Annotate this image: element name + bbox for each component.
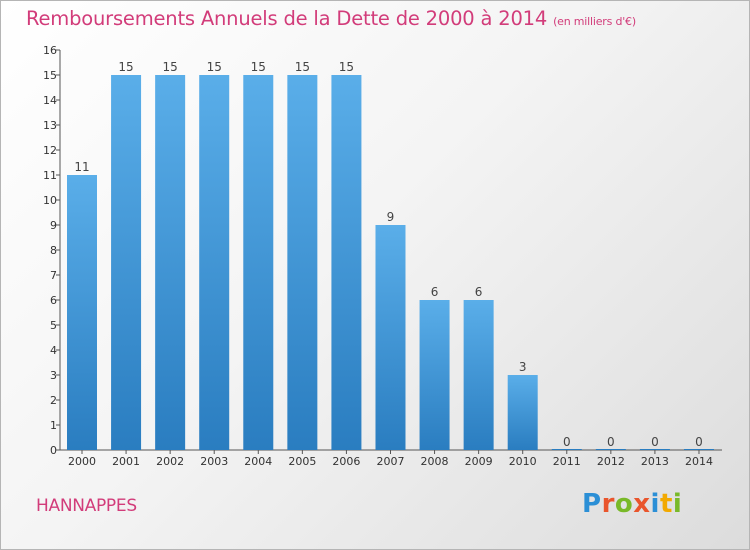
x-tick-label: 2008 — [421, 455, 449, 468]
y-tick-label: 5 — [50, 319, 57, 332]
bars-group — [67, 75, 714, 450]
x-tick-label: 2007 — [376, 455, 404, 468]
y-tick-label: 4 — [50, 344, 57, 357]
data-label: 15 — [251, 60, 266, 74]
y-tick-label: 9 — [50, 219, 57, 232]
y-tick-label: 7 — [50, 269, 57, 282]
x-tick-label: 2009 — [465, 455, 493, 468]
chart-title-text: Remboursements Annuels de la Dette de 20… — [26, 7, 548, 30]
bar — [683, 449, 714, 450]
x-tick-label: 2014 — [685, 455, 713, 468]
x-tick-label: 2005 — [288, 455, 316, 468]
y-tick-label: 3 — [50, 369, 57, 382]
data-label: 6 — [431, 285, 439, 299]
x-tick-label: 2012 — [597, 455, 625, 468]
logo-letter: o — [614, 489, 634, 519]
bar — [287, 75, 318, 450]
bar — [67, 175, 97, 450]
bar — [243, 75, 274, 450]
bar — [419, 300, 450, 450]
logo-letter: x — [633, 489, 651, 519]
y-tick-label: 14 — [43, 94, 57, 107]
logo-letter: r — [601, 489, 615, 519]
bar — [595, 449, 626, 450]
data-label: 15 — [207, 60, 222, 74]
y-tick-label: 2 — [50, 394, 57, 407]
y-tick-label: 1 — [50, 419, 57, 432]
bar — [375, 225, 406, 450]
data-label: 11 — [74, 160, 89, 174]
proxiti-logo: Proxiti — [582, 489, 682, 519]
bar — [463, 300, 494, 450]
chart-title: Remboursements Annuels de la Dette de 20… — [26, 7, 636, 30]
commune-name: HANNAPPES — [36, 496, 137, 516]
bar — [507, 375, 538, 450]
y-tick-label: 16 — [43, 44, 57, 57]
data-label: 0 — [651, 435, 659, 449]
x-tick-label: 2010 — [509, 455, 537, 468]
x-tick-label: 2013 — [641, 455, 669, 468]
data-label: 0 — [607, 435, 615, 449]
y-tick-label: 13 — [43, 119, 57, 132]
bar — [551, 449, 582, 450]
x-tick-label: 2004 — [244, 455, 272, 468]
logo-letter: t — [659, 489, 673, 519]
x-tick-label: 2003 — [200, 455, 228, 468]
y-tick-label: 10 — [43, 194, 57, 207]
x-axis: 2000 2001 2002 2003 2004 2005 2006 2007 2008 2009… — [60, 449, 722, 468]
y-tick-label: 0 — [50, 444, 57, 457]
x-tick-label: 2001 — [112, 455, 140, 468]
data-label: 9 — [387, 210, 395, 224]
data-label: 15 — [118, 60, 133, 74]
bar — [111, 75, 142, 450]
y-tick-label: 15 — [43, 69, 57, 82]
x-tick-label: 2011 — [553, 455, 581, 468]
data-label: 15 — [162, 60, 177, 74]
data-label: 6 — [475, 285, 483, 299]
y-tick-label: 8 — [50, 244, 57, 257]
bar — [199, 75, 230, 450]
logo-letter: i — [672, 489, 683, 519]
bar — [331, 75, 362, 450]
data-label: 15 — [339, 60, 354, 74]
logo-letter: i — [650, 489, 660, 519]
x-tick-label: 2006 — [332, 455, 360, 468]
data-label: 15 — [295, 60, 310, 74]
logo-letter: P — [582, 489, 602, 519]
data-label: 0 — [695, 435, 703, 449]
y-tick-label: 11 — [43, 169, 57, 182]
data-label: 3 — [519, 360, 527, 374]
bar — [155, 75, 186, 450]
bar — [639, 449, 670, 450]
data-label: 0 — [563, 435, 571, 449]
x-tick-label: 2000 — [68, 455, 96, 468]
x-tick-label: 2002 — [156, 455, 184, 468]
y-tick-label: 6 — [50, 294, 57, 307]
y-tick-label: 12 — [43, 144, 57, 157]
data-labels-group: 11 15 15 15 15 15 15 9 6 6 3 0 0 0 0 — [74, 60, 702, 449]
chart-unit-note: (en milliers d'€) — [553, 15, 636, 28]
